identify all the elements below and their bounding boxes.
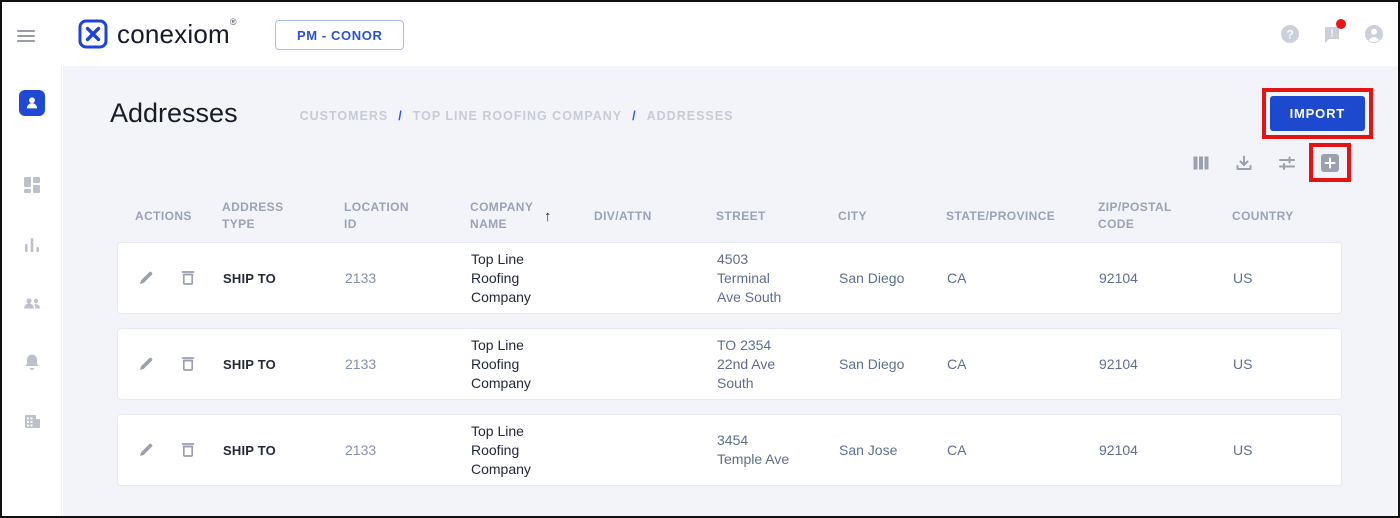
breadcrumb-separator: / xyxy=(632,109,637,123)
city-value: San Jose xyxy=(839,441,898,458)
breadcrumb-separator: / xyxy=(398,109,403,123)
environment-badge[interactable]: PM - CONOR xyxy=(275,20,405,50)
state-value: CA xyxy=(947,269,967,286)
bar-chart-icon xyxy=(24,238,39,252)
address-type-value: SHIP TO xyxy=(223,270,276,286)
building-icon xyxy=(24,415,40,428)
city-value: San Diego xyxy=(839,355,905,372)
menu-icon[interactable] xyxy=(17,30,35,42)
street-value: TO 2354 22nd Ave South xyxy=(717,336,776,391)
sidebar-item-customers[interactable] xyxy=(18,90,45,116)
bell-icon xyxy=(24,354,39,370)
street-value: 4503 Terminal Ave South xyxy=(717,250,782,305)
city-value: San Diego xyxy=(839,269,905,286)
table-row: SHIP TO 2133 Top Line Roofing Company 34… xyxy=(117,414,1342,486)
add-button[interactable] xyxy=(1309,143,1351,182)
column-header-country[interactable]: COUNTRY xyxy=(1232,208,1294,223)
edit-icon[interactable] xyxy=(137,441,155,459)
location-id-value: 2133 xyxy=(345,355,377,372)
registered-mark: ® xyxy=(229,17,237,27)
country-value: US xyxy=(1233,355,1253,372)
brand-name: conexiom xyxy=(117,19,230,49)
state-value: CA xyxy=(947,355,967,372)
svg-text:?: ? xyxy=(1286,28,1293,42)
account-icon[interactable] xyxy=(1364,24,1384,44)
breadcrumb: CUSTOMERS / TOP LINE ROOFING COMPANY / A… xyxy=(300,109,734,123)
address-type-value: SHIP TO xyxy=(223,356,276,372)
column-header-div-attn[interactable]: DIV/ATTN xyxy=(594,208,652,223)
column-header-state-province[interactable]: STATE/PROVINCE xyxy=(946,208,1056,223)
sidebar-item-dashboard[interactable] xyxy=(19,172,45,198)
dashboard-icon xyxy=(23,177,40,193)
columns-icon[interactable] xyxy=(1191,153,1211,173)
help-icon[interactable]: ? xyxy=(1280,24,1300,44)
column-header-company-name[interactable]: COMPANY NAME ↑ xyxy=(470,200,552,231)
state-value: CA xyxy=(947,441,967,458)
location-id-value: 2133 xyxy=(345,441,377,458)
brand-logo: conexiom® xyxy=(78,17,237,51)
column-header-address-type[interactable]: ADDRESS TYPE xyxy=(222,200,284,231)
addresses-table: ACTIONS ADDRESS TYPE LOCATION ID COMPANY… xyxy=(63,176,1398,486)
table-row: SHIP TO 2133 Top Line Roofing Company 45… xyxy=(117,242,1342,314)
feedback-icon[interactable]: ! xyxy=(1322,19,1346,44)
zip-value: 92104 xyxy=(1099,355,1138,372)
import-button[interactable]: IMPORT xyxy=(1269,95,1365,131)
edit-icon[interactable] xyxy=(137,355,155,373)
add-icon xyxy=(1321,154,1339,172)
filter-icon[interactable] xyxy=(1277,153,1297,173)
column-header-city[interactable]: CITY xyxy=(838,208,867,223)
people-icon xyxy=(23,298,40,309)
main-content: Addresses CUSTOMERS / TOP LINE ROOFING C… xyxy=(63,66,1398,516)
zip-value: 92104 xyxy=(1099,269,1138,286)
breadcrumb-company[interactable]: TOP LINE ROOFING COMPANY xyxy=(412,109,623,123)
conexiom-logo-icon xyxy=(78,19,108,49)
column-header-location-id[interactable]: LOCATION ID xyxy=(344,200,409,231)
sidebar-item-users[interactable] xyxy=(19,290,45,316)
top-bar: conexiom® PM - CONOR ? ! xyxy=(2,2,1398,66)
contact-card-icon xyxy=(26,97,37,109)
notification-badge xyxy=(1336,19,1346,29)
location-id-value: 2133 xyxy=(345,269,377,286)
delete-icon[interactable] xyxy=(179,441,197,459)
svg-text:!: ! xyxy=(1330,29,1333,40)
country-value: US xyxy=(1233,441,1253,458)
street-value: 3454 Temple Ave xyxy=(717,432,790,467)
sidebar-nav xyxy=(2,66,62,516)
company-name-value: Top Line Roofing Company xyxy=(471,336,531,391)
breadcrumb-addresses: ADDRESSES xyxy=(646,109,734,123)
sidebar-item-organizations[interactable] xyxy=(19,408,45,434)
download-icon[interactable] xyxy=(1234,153,1254,173)
sort-ascending-icon[interactable]: ↑ xyxy=(544,207,552,225)
column-header-actions: ACTIONS xyxy=(135,208,192,223)
country-value: US xyxy=(1233,269,1253,286)
breadcrumb-customers[interactable]: CUSTOMERS xyxy=(299,109,389,123)
table-toolbar xyxy=(63,136,1398,182)
zip-value: 92104 xyxy=(1099,441,1138,458)
page-title: Addresses xyxy=(110,97,238,128)
column-header-street[interactable]: STREET xyxy=(716,208,766,223)
table-header-row: ACTIONS ADDRESS TYPE LOCATION ID COMPANY… xyxy=(117,190,1342,242)
sidebar-item-notifications[interactable] xyxy=(19,349,45,375)
table-row: SHIP TO 2133 Top Line Roofing Company TO… xyxy=(117,328,1342,400)
company-name-value: Top Line Roofing Company xyxy=(471,250,531,305)
edit-icon[interactable] xyxy=(137,269,155,287)
delete-icon[interactable] xyxy=(179,355,197,373)
delete-icon[interactable] xyxy=(179,269,197,287)
column-header-zip-postal-code[interactable]: ZIP/POSTAL CODE xyxy=(1098,200,1172,231)
company-name-value: Top Line Roofing Company xyxy=(471,422,531,477)
address-type-value: SHIP TO xyxy=(223,442,276,458)
sidebar-item-reports[interactable] xyxy=(19,231,45,257)
